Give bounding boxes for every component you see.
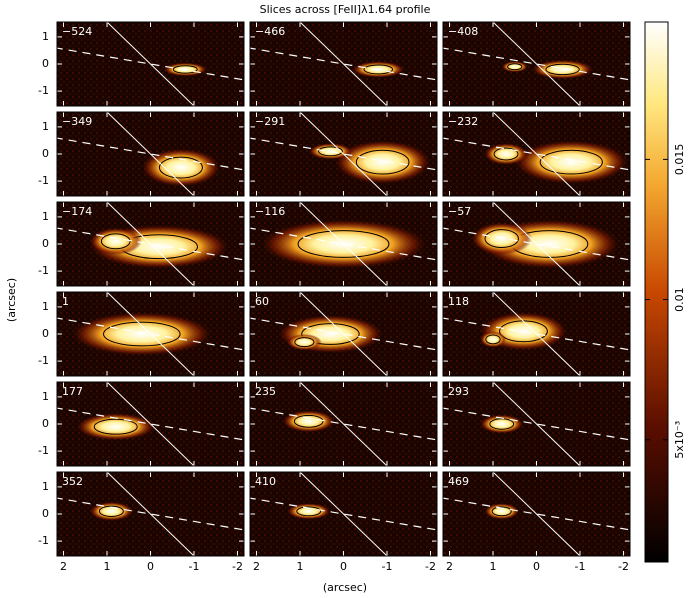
x-tick-label: 0 (147, 560, 154, 573)
panel-image (248, 472, 439, 556)
panel-label: −524 (62, 25, 92, 38)
panel-label: 352 (62, 475, 83, 488)
x-axis-label: (arcsec) (323, 581, 367, 594)
emission (335, 140, 431, 183)
panel: 469 (441, 472, 632, 556)
panel-image (248, 382, 439, 466)
y-tick-label: -1 (38, 84, 49, 97)
panel-label: 235 (255, 385, 276, 398)
panel-label: −408 (448, 25, 478, 38)
panel: −466 (248, 22, 439, 106)
panel-label: 410 (255, 475, 276, 488)
panel-label: 469 (448, 475, 469, 488)
x-tick-label: -2 (618, 560, 629, 573)
x-tick-label: 1 (297, 560, 304, 573)
emission (502, 61, 528, 72)
colorbar (645, 22, 668, 562)
x-tick-label: 0 (533, 560, 540, 573)
panel: −57 (441, 202, 632, 286)
panel-label: −291 (255, 115, 285, 128)
panel: 1 (55, 292, 246, 376)
panel: −291 (248, 112, 439, 196)
y-tick-label: 1 (42, 390, 49, 403)
y-tick-label: 1 (42, 30, 49, 43)
emission (287, 334, 322, 350)
panel: −116 (248, 202, 439, 286)
panel-label: −466 (255, 25, 285, 38)
panel: −408 (441, 22, 632, 106)
x-tick-label: 0 (340, 560, 347, 573)
y-tick-label: -1 (38, 444, 49, 457)
x-tick-label: -1 (382, 560, 393, 573)
panel: 60 (248, 292, 439, 376)
panel: 352 (55, 472, 246, 556)
y-tick-label: -1 (38, 264, 49, 277)
emission (90, 502, 133, 521)
colorbar-tick-label: 0.015 (673, 144, 686, 176)
x-tick-label: -2 (425, 560, 436, 573)
y-axis-label: (arcsec) (5, 278, 18, 322)
panel-image (441, 382, 632, 466)
y-tick-label: 0 (42, 507, 49, 520)
panel-image (441, 292, 632, 376)
panel-image (55, 472, 246, 556)
x-tick-label: 2 (446, 560, 453, 573)
emission (72, 312, 211, 355)
panel-label: 293 (448, 385, 469, 398)
panel-label: −116 (255, 205, 285, 218)
y-tick-label: -1 (38, 174, 49, 187)
y-tick-label: 0 (42, 147, 49, 160)
panel: 118 (441, 292, 632, 376)
panel-label: 177 (62, 385, 83, 398)
y-tick-label: 0 (42, 327, 49, 340)
y-tick-label: 0 (42, 417, 49, 430)
emission (309, 143, 352, 159)
panel-label: 118 (448, 295, 469, 308)
colorbar-tick-label: 0.01 (673, 287, 686, 312)
x-tick-label: 2 (60, 560, 67, 573)
y-tick-label: -1 (38, 354, 49, 367)
emission (90, 228, 142, 255)
panel: 177 (55, 382, 246, 466)
panel-label: 1 (62, 295, 69, 308)
figure: Slices across [FeII]λ1.64 profile (arcse… (0, 0, 690, 598)
x-tick-label: -2 (232, 560, 243, 573)
x-tick-label: 1 (104, 560, 111, 573)
emission (480, 415, 523, 434)
panel: −524 (55, 22, 246, 106)
colorbar-tick-label: 5x10⁻³ (673, 421, 686, 459)
y-tick-label: 0 (42, 57, 49, 70)
y-tick-label: 1 (42, 480, 49, 493)
x-tick-label: -1 (189, 560, 200, 573)
y-tick-label: 1 (42, 210, 49, 223)
panel-image (441, 472, 632, 556)
panel-label: −57 (448, 205, 471, 218)
x-tick-label: -1 (575, 560, 586, 573)
panel: −174 (55, 202, 246, 286)
x-tick-label: 1 (490, 560, 497, 573)
panel: 235 (248, 382, 439, 466)
panel-label: −232 (448, 115, 478, 128)
y-tick-label: 0 (42, 237, 49, 250)
panel: −349 (55, 112, 246, 196)
panel-image (55, 292, 246, 376)
panel-image (55, 382, 246, 466)
panel-image (248, 292, 439, 376)
y-tick-label: 1 (42, 120, 49, 133)
panel: 293 (441, 382, 632, 466)
title: Slices across [FeII]λ1.64 profile (260, 3, 431, 16)
panel-label: 60 (255, 295, 269, 308)
y-tick-label: 1 (42, 300, 49, 313)
panel: −232 (441, 112, 632, 196)
panel-label: −174 (62, 205, 92, 218)
emission (532, 60, 593, 79)
panel-label: −349 (62, 115, 92, 128)
emission (515, 140, 628, 183)
x-tick-label: 2 (253, 560, 260, 573)
panel: 410 (248, 472, 439, 556)
emission (480, 331, 506, 347)
y-tick-label: -1 (38, 534, 49, 547)
emission (484, 143, 527, 165)
emission (283, 410, 335, 432)
